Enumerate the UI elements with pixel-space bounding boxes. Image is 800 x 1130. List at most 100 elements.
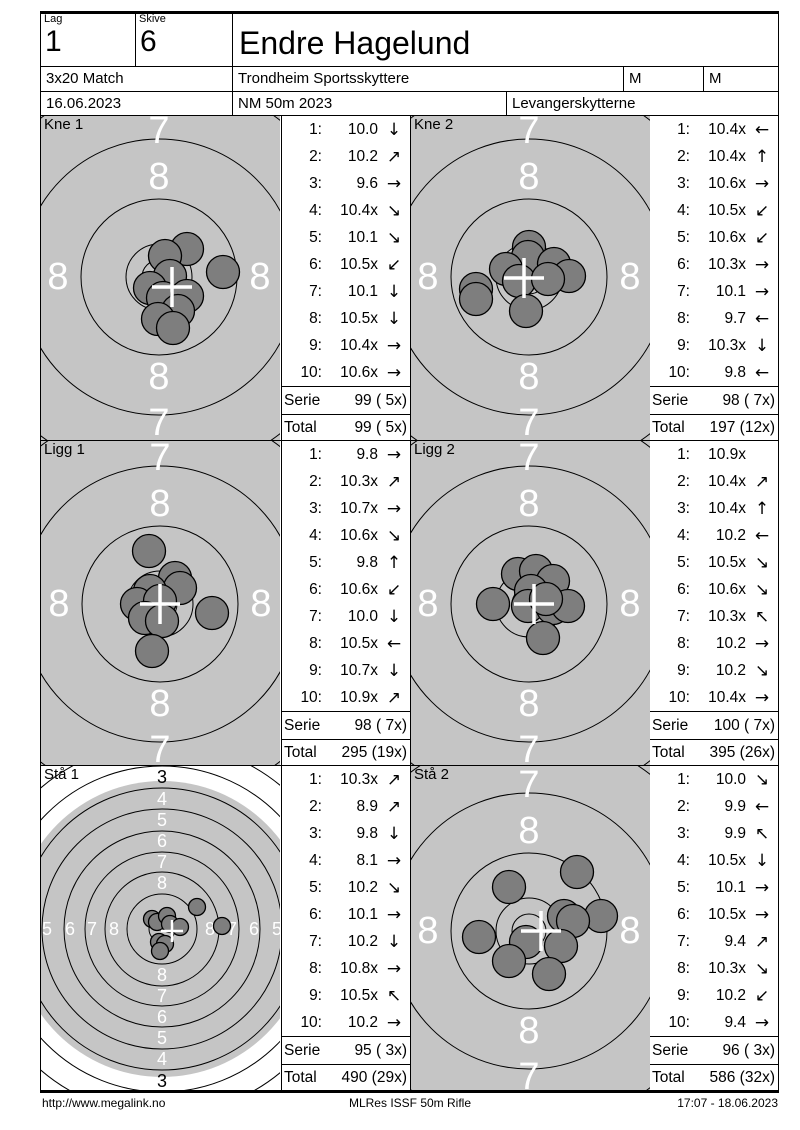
serie-label: Serie [284,1041,321,1059]
team-divider [506,91,507,115]
shot-value: 10.3x [708,336,746,354]
shot-row: 10: 9.8 ← [650,359,778,386]
shot-hole [150,941,170,961]
header-row1-divider [40,66,779,67]
shot-value: 10.3x [708,607,746,625]
serie-label: Serie [652,716,689,734]
shot-direction-arrow: ↓ [754,335,770,356]
shot-hole [155,310,191,346]
shot-hole [170,917,190,937]
shot-row: 2: 9.9 ← [650,793,778,820]
shot-number: 7: [309,932,322,950]
ring-number: 8 [417,583,438,625]
shot-number: 9: [309,661,322,679]
shot-row: 6: 10.6x ↙ [282,576,410,603]
shot-row: 10: 10.2 → [282,1009,410,1036]
shot-row: 1: 10.0 ↓ [282,116,410,143]
shot-value: 10.4x [708,120,746,138]
ring-number: 7 [227,919,237,939]
shot-number: 1: [677,445,690,463]
serie-label: Serie [284,716,321,734]
shot-direction-arrow: ↘ [386,525,402,546]
target-kne-1: 7 8 8 8 8 7 Kne 1 [0,78,358,476]
score-table-kne-2: 1: 10.4x ← 2: 10.4x ↑ 3: 10.6x → 4: 10.5x ↙ 5: 10.6x ↙… [650,116,778,440]
class-a-divider [623,66,624,91]
total-row: Total 395 (26x) [650,739,778,766]
shot-direction-arrow: ↓ [386,606,402,627]
shot-number: 6: [677,580,690,598]
ring-number: 8 [148,156,169,198]
ring-number: 8 [47,256,68,298]
serie-row: Serie 99 ( 5x) [282,386,410,414]
shot-row: 3: 9.6 → [282,170,410,197]
ring-number: 8 [518,356,539,398]
ring-number: 7 [157,986,167,1006]
shot-number: 8: [309,309,322,327]
shot-row: 8: 10.2 → [650,630,778,657]
shot-direction-arrow: → [754,1012,770,1033]
total-label: Total [284,419,317,436]
shot-value: 10.3x [708,255,746,273]
shot-number: 4: [309,526,322,544]
ring-number: 8 [157,965,167,985]
total-label: Total [284,1069,317,1086]
serie-value: 98 ( 7x) [354,716,407,734]
shot-row: 1: 9.8 → [282,441,410,468]
shot-value: 10.2 [347,147,378,165]
shot-direction-arrow: → [754,254,770,275]
shot-row: 8: 10.8x → [282,955,410,982]
shot-value: 10.6x [708,580,746,598]
shot-hole [212,916,232,936]
shot-hole [491,943,527,979]
shot-value: 10.0 [347,120,378,138]
class-a: M [629,70,642,87]
shot-direction-arrow: → [386,850,402,871]
serie-value: 99 ( 5x) [354,391,407,409]
shot-number: 6: [677,255,690,273]
shot-number: 3: [677,824,690,842]
header-row2-divider [40,91,779,92]
shot-row: 4: 8.1 → [282,847,410,874]
shot-value: 10.5x [708,201,746,219]
shot-value: 9.9 [724,797,746,815]
shot-number: 9: [677,336,690,354]
shot-value: 10.1 [715,282,746,300]
shot-number: 10: [300,688,322,706]
shot-row: 1: 10.9x [650,441,778,468]
shot-row: 2: 8.9 ↗ [282,793,410,820]
ring-number: 8 [619,256,640,298]
shot-row: 5: 10.2 ↘ [282,874,410,901]
lag-cell: Lag 1 [41,12,135,66]
shot-direction-arrow: ↘ [754,579,770,600]
shot-direction-arrow: ↓ [386,823,402,844]
shot-direction-arrow: → [386,335,402,356]
shot-value: 9.4 [724,1013,746,1031]
shot-hole [583,898,619,934]
target-image-ligg-1: 7 8 8 8 8 7 [0,405,359,803]
serie-label: Serie [284,391,321,409]
shot-value: 9.8 [356,824,378,842]
shot-value: 10.2 [715,526,746,544]
shot-hole [134,633,170,669]
target-image-kne-1: 7 8 8 8 8 7 [0,78,358,476]
shot-hole [461,919,497,955]
shot-direction-arrow: ← [754,796,770,817]
shot-row: 2: 10.4x ↗ [650,468,778,495]
panel-title-staa-1: Stå 1 [44,766,80,783]
shot-number: 2: [309,472,322,490]
shot-direction-arrow: → [754,633,770,654]
ring-number: 8 [619,583,640,625]
shot-row: 5: 10.1 ↘ [282,224,410,251]
shot-number: 1: [677,120,690,138]
ring-number: 6 [249,919,259,939]
shot-number: 5: [677,878,690,896]
shot-direction-arrow: ↗ [386,146,402,167]
shot-value: 10.7x [340,661,378,679]
shot-hole [144,603,180,639]
ring-number: 5 [42,919,52,939]
shot-number: 5: [677,228,690,246]
panel-col-divider [410,115,411,1090]
class-b: M [709,70,722,87]
shot-number: 4: [677,526,690,544]
shot-number: 6: [677,905,690,923]
